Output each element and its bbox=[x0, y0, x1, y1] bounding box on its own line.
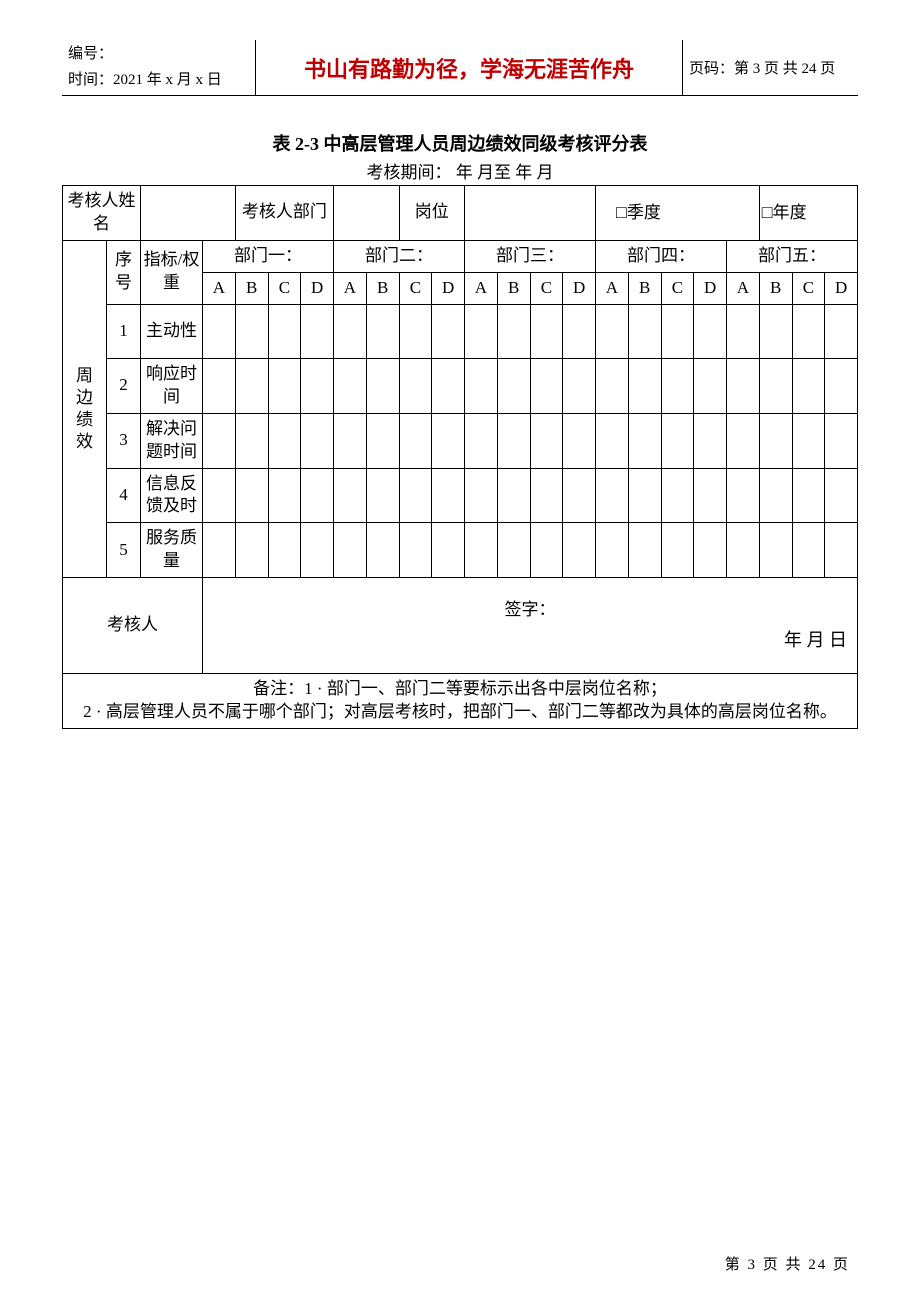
data-row: 3 解决问题时间 bbox=[63, 413, 858, 468]
table-subtitle: 考核期间： 年 月至 年 月 bbox=[62, 158, 858, 183]
notes-cell: 备注：1 · 部门一、部门二等要标示出各中层岗位名称； 2 · 高层管理人员不属… bbox=[63, 674, 858, 729]
cell-post-value bbox=[465, 186, 596, 241]
page-header: 编号： 时间：2021 年 x 月 x 日 书山有路勤为径，学海无涯苦作舟 页码… bbox=[62, 40, 858, 96]
cell-assessor-dept-label: 考核人部门 bbox=[235, 186, 333, 241]
header-motto: 书山有路勤为径，学海无涯苦作舟 bbox=[256, 40, 683, 95]
signer-row: 考核人 签字： 年 月 日 bbox=[63, 578, 858, 674]
notes-row: 备注：1 · 部门一、部门二等要标示出各中层岗位名称； 2 · 高层管理人员不属… bbox=[63, 674, 858, 729]
dept5-header: 部门五： bbox=[727, 240, 858, 272]
data-row: 2 响应时间 bbox=[63, 358, 858, 413]
data-row: 1 主动性 bbox=[63, 304, 858, 358]
data-row: 4 信息反馈及时 bbox=[63, 468, 858, 523]
sign-label: 签字： bbox=[505, 600, 556, 619]
dept3-header: 部门三： bbox=[465, 240, 596, 272]
signer-right: 签字： 年 月 日 bbox=[203, 578, 858, 674]
bianhao-label: 编号： bbox=[68, 46, 113, 62]
page-footer: 第 3 页 共 24 页 bbox=[725, 1253, 850, 1274]
cell-assessor-name-value bbox=[141, 186, 236, 241]
sign-date-line: 年 月 日 bbox=[205, 628, 855, 652]
shijian-value: 2021 年 x 月 x 日 bbox=[113, 72, 222, 88]
header-page: 页码：第 3 页 共 24 页 bbox=[683, 40, 858, 95]
cell-quarter: □季度 bbox=[596, 186, 760, 241]
dept4-header: 部门四： bbox=[596, 240, 727, 272]
signer-left: 考核人 bbox=[63, 578, 203, 674]
header-left: 编号： 时间：2021 年 x 月 x 日 bbox=[62, 40, 256, 95]
cell-year: □年度 bbox=[759, 186, 857, 241]
shijian-label: 时间： bbox=[68, 72, 113, 88]
cell-assessor-name-label: 考核人姓名 bbox=[63, 186, 141, 241]
header-row-depts: 周边绩效 序号 指标/权重 部门一： 部门二： 部门三： 部门四： 部门五： bbox=[63, 240, 858, 272]
indicator-header: 指标/权重 bbox=[141, 240, 203, 304]
evaluation-table: 考核人姓名 考核人部门 岗位 □季度 □年度 周边绩效 序号 指标/权重 部门一… bbox=[62, 185, 858, 729]
cell-post-label: 岗位 bbox=[399, 186, 465, 241]
dept2-header: 部门二： bbox=[334, 240, 465, 272]
data-row: 5 服务质量 bbox=[63, 523, 858, 578]
dept1-header: 部门一： bbox=[203, 240, 334, 272]
table-title: 表 2-3 中高层管理人员周边绩效同级考核评分表 bbox=[62, 130, 858, 156]
cell-assessor-dept-value bbox=[334, 186, 400, 241]
note-line-1: 备注：1 · 部门一、部门二等要标示出各中层岗位名称； bbox=[65, 678, 855, 701]
side-label: 周边绩效 bbox=[63, 240, 107, 577]
header-row-1: 考核人姓名 考核人部门 岗位 □季度 □年度 bbox=[63, 186, 858, 241]
note-line-2: 2 · 高层管理人员不属于哪个部门；对高层考核时，把部门一、部门二等都改为具体的… bbox=[65, 701, 855, 724]
seq-header: 序号 bbox=[107, 240, 141, 304]
